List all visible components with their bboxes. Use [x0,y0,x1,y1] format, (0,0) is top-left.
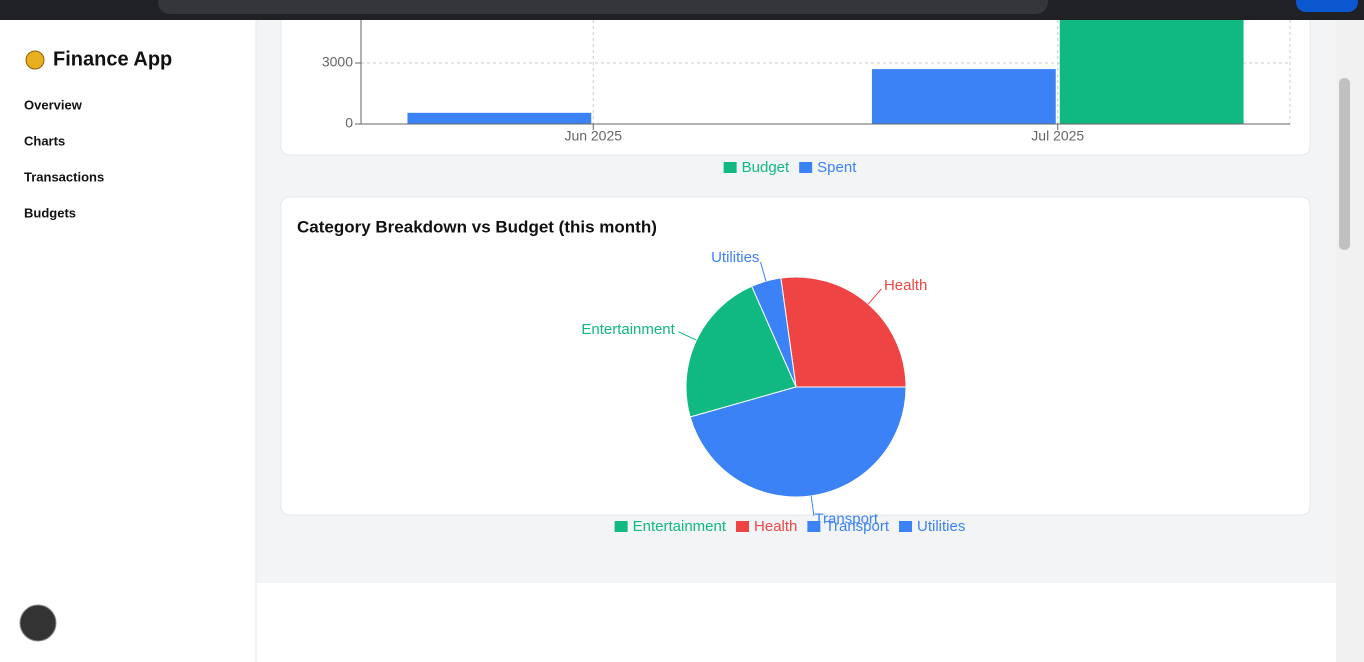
address-bar[interactable] [158,0,1048,14]
legend-swatch [736,521,750,532]
profile-button[interactable] [1296,0,1358,12]
nav-item[interactable]: Charts [24,133,65,148]
bar-legend: Budget Spent [723,159,857,176]
legend-label: Transport [825,518,889,535]
y-tick-label: 0 [345,115,353,131]
pie-slice [689,386,907,498]
legend-swatch [723,162,737,173]
bar [871,69,1056,124]
nav-item[interactable]: Overview [24,97,83,112]
scrollbar-thumb[interactable] [1339,78,1350,250]
nav: Overview Charts Transactions Budgets [24,97,104,220]
floating-button[interactable] [19,604,57,642]
legend-label: Entertainment [633,518,727,535]
app-icon [25,50,45,70]
label-line [678,331,697,341]
legend-swatch [799,162,813,173]
y-tick-label: 3000 [322,54,353,70]
pie-legend: Entertainment Health Transport Utilities [614,518,965,535]
x-tick-label: Jul 2025 [1031,128,1084,144]
app-title: Finance App [53,48,172,70]
slice-label: Health [884,277,927,294]
slice-label: Transport [814,511,878,528]
chart-title: Category Breakdown vs Budget (this month… [297,217,657,236]
label-line [810,495,815,516]
label-line [760,261,767,282]
nav-item[interactable]: Budgets [24,205,76,220]
slice-label: Utilities [711,249,759,266]
legend-swatch [807,521,821,532]
legend-label: Budget [742,159,790,176]
x-tick-label: Jun 2025 [564,128,622,144]
legend-label: Spent [817,159,857,176]
legend-label: Health [754,518,797,535]
legend-swatch [899,521,913,532]
bar [407,112,592,124]
pie-slice [685,285,797,418]
label-line [867,288,882,305]
legend-label: Utilities [917,518,965,535]
legend-swatch [614,521,628,532]
bar-chart: 0 3000 Jun 2025 Jul 2025 [322,2,1291,144]
pie-chart: Health Utilities Entertainment Transport [581,249,927,528]
slice-label: Entertainment [581,321,675,338]
bar [1059,2,1244,124]
nav-item[interactable]: Transactions [24,169,104,184]
